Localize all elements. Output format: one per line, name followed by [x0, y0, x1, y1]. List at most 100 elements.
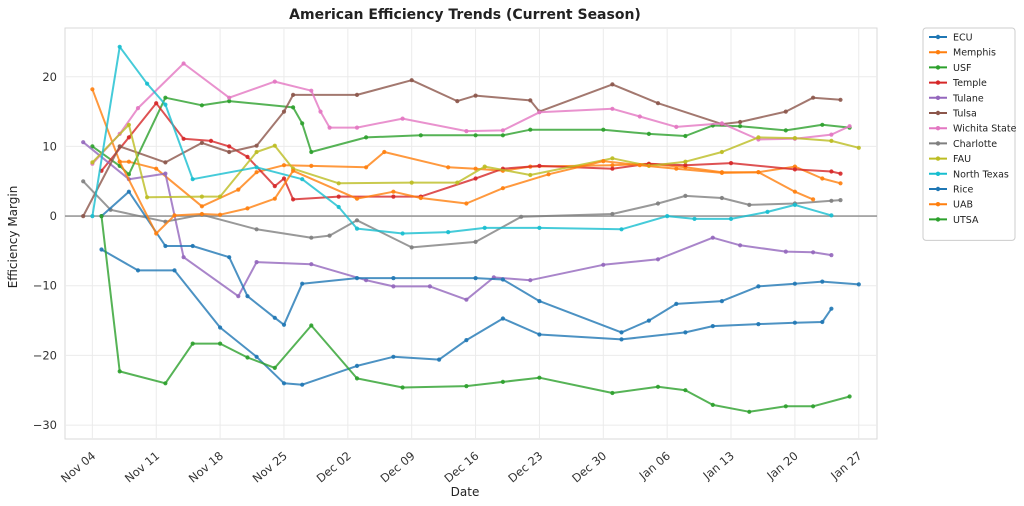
y-tick-label: −30 — [33, 418, 57, 432]
data-point-usf — [227, 99, 232, 104]
data-point-memphis — [90, 87, 95, 92]
data-point-utsa — [464, 384, 469, 389]
data-point-north-texas — [90, 214, 95, 219]
data-point-charlotte — [683, 193, 688, 198]
legend-swatch-marker — [935, 50, 941, 55]
data-point-uab — [154, 231, 159, 236]
data-point-north-texas — [537, 225, 542, 230]
data-point-tulsa — [455, 99, 460, 104]
data-point-wichita-state — [847, 124, 852, 129]
data-point-rice — [500, 277, 505, 282]
data-point-uab — [354, 196, 360, 201]
data-point-uab — [719, 170, 725, 175]
data-point-utsa — [783, 404, 788, 409]
data-point-utsa — [610, 390, 615, 396]
legend-item-fau: FAU — [929, 154, 971, 165]
data-point-memphis — [820, 176, 825, 181]
data-point-wichita-state — [400, 116, 405, 121]
data-point-tulane — [427, 284, 432, 289]
data-point-ecu — [391, 354, 396, 359]
data-point-usf — [418, 133, 423, 138]
data-point-tulsa — [281, 109, 287, 114]
series-fau — [90, 122, 861, 200]
data-point-tulsa — [783, 109, 788, 114]
data-point-north-texas — [728, 216, 734, 221]
data-point-fau — [126, 122, 131, 127]
data-point-rice — [856, 282, 861, 287]
data-point-utsa — [245, 355, 250, 360]
data-point-uab — [245, 206, 250, 211]
data-point-utsa — [99, 214, 104, 219]
data-point-wichita-state — [227, 95, 232, 100]
data-point-uab — [172, 213, 177, 218]
data-point-fau — [856, 145, 861, 150]
data-point-rice — [126, 189, 131, 194]
data-point-tulsa — [117, 144, 122, 149]
data-point-north-texas — [117, 44, 122, 49]
data-point-charlotte — [254, 227, 259, 232]
data-point-tulsa — [199, 140, 204, 145]
legend-swatch-marker — [935, 202, 941, 207]
data-point-charlotte — [327, 233, 332, 238]
data-point-tulane — [464, 297, 469, 302]
data-point-utsa — [683, 388, 688, 393]
data-point-fau — [756, 135, 761, 140]
series-north-texas — [90, 44, 834, 236]
y-tick-label: 0 — [50, 209, 57, 223]
data-point-tulsa — [227, 149, 232, 155]
y-tick-label: 20 — [42, 70, 57, 84]
data-point-ecu — [300, 382, 305, 387]
data-point-memphis — [473, 166, 478, 171]
legend-label: Tulane — [952, 93, 984, 104]
data-point-ecu — [710, 324, 715, 329]
data-point-utsa — [400, 385, 405, 390]
data-point-utsa — [218, 341, 223, 346]
legend-item-tulane: Tulane — [929, 93, 984, 104]
data-point-north-texas — [354, 226, 360, 231]
data-point-memphis — [382, 149, 387, 155]
data-point-tulane — [163, 171, 168, 176]
data-point-temple — [683, 163, 688, 168]
data-point-uab — [218, 212, 223, 217]
data-point-north-texas — [692, 216, 697, 221]
data-point-memphis — [236, 187, 241, 192]
data-point-tulsa — [163, 160, 168, 165]
data-point-memphis — [281, 163, 287, 168]
data-point-temple — [391, 194, 396, 199]
data-point-charlotte — [610, 211, 615, 217]
series-temple — [99, 101, 843, 202]
series-tulsa — [81, 78, 843, 219]
data-point-ecu — [437, 357, 442, 362]
data-point-memphis — [364, 165, 369, 170]
data-point-wichita-state — [354, 125, 360, 130]
data-point-uab — [601, 159, 606, 164]
data-point-ecu — [537, 332, 542, 337]
data-point-utsa — [309, 323, 314, 328]
data-point-tulsa — [409, 78, 414, 83]
data-point-usf — [528, 127, 533, 132]
data-point-usf — [199, 103, 204, 108]
data-point-usf — [500, 133, 505, 138]
data-point-usf — [364, 135, 369, 140]
data-point-memphis — [610, 163, 615, 168]
x-axis-label: Date — [451, 485, 480, 499]
plot-frame — [64, 27, 878, 440]
data-point-fau — [719, 149, 725, 155]
data-point-rice — [163, 243, 168, 249]
data-point-tulane — [601, 262, 606, 267]
data-point-fau — [218, 194, 223, 199]
data-point-north-texas — [163, 102, 168, 107]
data-point-ecu — [792, 320, 798, 325]
data-point-temple — [537, 163, 542, 168]
series-utsa — [99, 214, 852, 414]
data-point-temple — [291, 197, 296, 202]
data-point-temple — [154, 101, 159, 106]
chart-title: American Efficiency Trends (Current Seas… — [289, 7, 641, 23]
legend-item-tulsa: Tulsa — [929, 109, 977, 120]
data-point-rice — [537, 299, 542, 304]
data-point-north-texas — [792, 202, 798, 207]
data-point-temple — [245, 154, 250, 159]
data-point-tulsa — [655, 101, 661, 106]
data-point-memphis — [254, 170, 259, 175]
data-point-temple — [272, 184, 277, 189]
